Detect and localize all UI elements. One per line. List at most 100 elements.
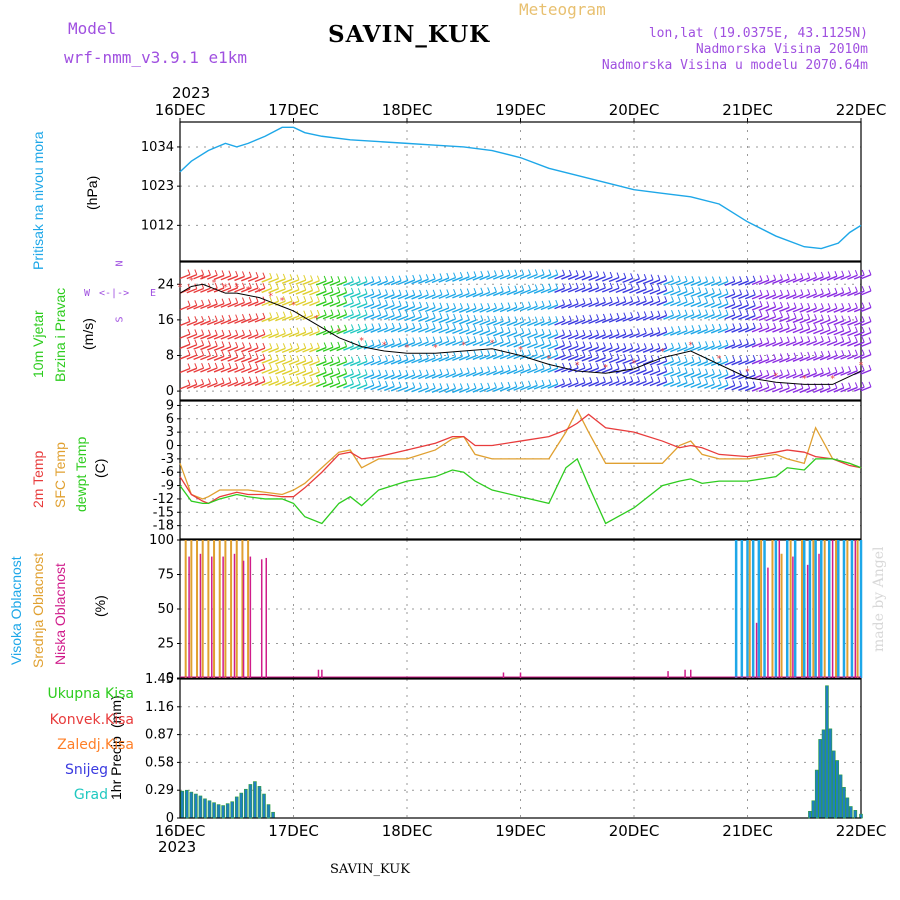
gust-marker: * xyxy=(246,285,251,295)
wind-barb-flag xyxy=(636,283,640,290)
gust-marker: * xyxy=(212,279,217,289)
wind-barb-flag xyxy=(514,349,518,355)
wind-barb xyxy=(779,316,790,323)
wind-barb-flag xyxy=(548,339,552,345)
wind-barb xyxy=(574,381,586,388)
wind-barb-flag xyxy=(235,362,239,369)
wind-barb xyxy=(629,332,640,339)
wind-barb-flag xyxy=(705,368,709,374)
wind-barb xyxy=(493,354,504,360)
wind-barb xyxy=(493,370,504,376)
wind-barb-flag xyxy=(766,289,770,296)
wind-barb-flag xyxy=(568,362,572,369)
wind-barb xyxy=(438,328,450,334)
wind-barb-flag xyxy=(568,340,572,347)
precip-bar xyxy=(225,803,230,819)
wind-barb-flag xyxy=(752,338,756,344)
wind-barb-flag xyxy=(296,355,300,361)
wind-barb-flag xyxy=(235,297,239,304)
wind-barb xyxy=(520,368,531,374)
wind-barb xyxy=(431,340,443,347)
pressure-ytick: 1034 xyxy=(141,140,174,155)
wind-barb xyxy=(847,370,858,376)
wind-barb-flag xyxy=(800,313,804,319)
wind-barb-flag xyxy=(262,283,266,289)
wind-barb xyxy=(744,342,756,349)
wind-barb xyxy=(656,300,667,306)
wind-barb-flag xyxy=(507,302,511,308)
wind-barb xyxy=(520,332,531,339)
wind-barb xyxy=(785,373,797,379)
wind-barb-flag xyxy=(643,343,647,349)
wind-barb xyxy=(206,355,218,361)
wind-barb-flag xyxy=(357,309,361,315)
wind-barb xyxy=(670,290,681,296)
wind-barb xyxy=(343,383,354,389)
wind-barb-flag xyxy=(350,368,354,375)
wind-barb-flag xyxy=(255,376,259,382)
wind-barb xyxy=(779,294,790,300)
wind-barb xyxy=(506,290,518,296)
wind-barb xyxy=(486,274,497,281)
wind-barb xyxy=(595,334,606,340)
wind-barb-flag xyxy=(303,284,307,291)
wind-barb-flag xyxy=(500,316,504,322)
wind-barb xyxy=(200,287,211,293)
wind-barb-flag xyxy=(391,381,395,387)
wind-barb-flag xyxy=(562,329,566,335)
x-tick-bottom: 18DEC xyxy=(382,822,433,840)
wind-barb-flag xyxy=(834,287,838,294)
precip-bar xyxy=(266,804,271,819)
temp-ytick: -18 xyxy=(153,519,174,534)
wind-barb xyxy=(234,287,245,293)
wind-barb xyxy=(179,384,191,390)
wind-barb xyxy=(370,314,381,320)
wind-barb-flag xyxy=(269,283,273,289)
wind-barb xyxy=(663,330,674,337)
wind-barb xyxy=(452,372,463,378)
wind-barb xyxy=(445,293,456,299)
wind-barb xyxy=(261,380,272,386)
wind-barb xyxy=(826,319,838,326)
wind-barb xyxy=(227,275,238,281)
precip-bar xyxy=(198,795,203,819)
wind-barb-flag xyxy=(480,287,484,293)
wind-barb xyxy=(370,360,381,366)
wind-barb-flag xyxy=(786,312,790,318)
wind-barb-flag xyxy=(439,289,443,295)
wind-barb-flag xyxy=(616,296,620,302)
wind-barb xyxy=(819,307,831,313)
wind-barb-flag xyxy=(187,283,191,290)
wind-barb xyxy=(663,360,674,366)
wind-barb xyxy=(636,347,647,354)
wind-barb-flag xyxy=(698,356,702,362)
wind-barb xyxy=(268,347,279,353)
wind-barb xyxy=(792,293,804,300)
wind-barb-flag xyxy=(739,339,743,345)
wind-barb xyxy=(792,387,804,394)
wind-barb xyxy=(363,384,375,390)
wind-barb-flag xyxy=(242,352,245,358)
wind-barb xyxy=(472,354,484,361)
lonlat-label: lon,lat (19.0375E, 43.1125N) xyxy=(648,26,868,41)
wind-barb-flag xyxy=(487,366,491,372)
precip-bar xyxy=(207,800,212,819)
wind-barb-flag xyxy=(698,309,702,315)
wind-barb xyxy=(588,334,599,340)
wind-barb xyxy=(581,334,593,340)
wind-barb xyxy=(615,333,627,339)
wind-barb xyxy=(390,374,402,380)
wind-barb-flag xyxy=(820,336,824,342)
wind-barb xyxy=(356,344,368,351)
wind-barb-flag xyxy=(289,355,293,361)
wind-barb xyxy=(772,306,783,312)
wind-barb xyxy=(608,317,620,323)
wind-barb-flag xyxy=(705,276,709,282)
wind-barb-flag xyxy=(623,272,627,279)
wind-barb xyxy=(792,356,804,362)
wind-barb-flag xyxy=(691,325,695,331)
wind-barb xyxy=(288,289,300,295)
wind-barb xyxy=(751,305,763,311)
wind-barb xyxy=(234,356,245,363)
wind-barb-flag xyxy=(868,316,872,322)
